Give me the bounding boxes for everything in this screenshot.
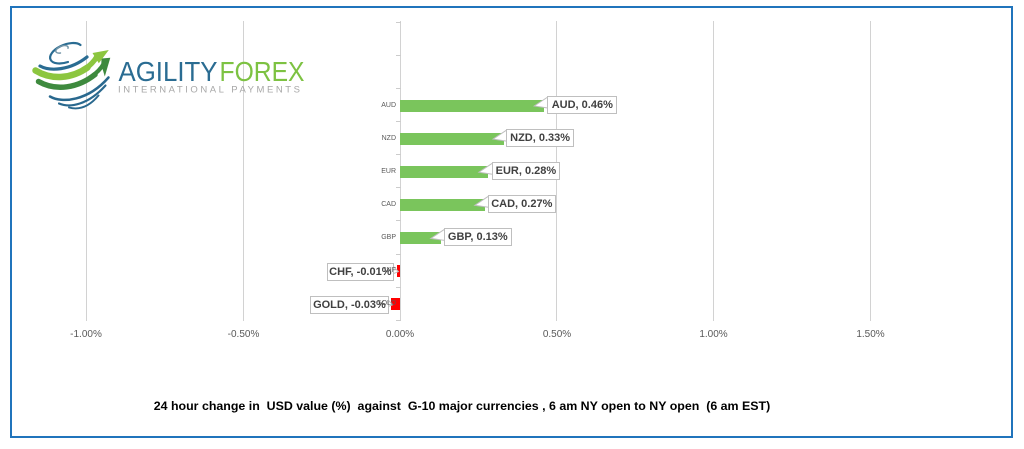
svg-text:AGILITY: AGILITY: [119, 56, 218, 87]
svg-text:INTERNATIONAL PAYMENTS: INTERNATIONAL PAYMENTS: [118, 85, 303, 96]
svg-text:FOREX: FOREX: [220, 56, 305, 87]
